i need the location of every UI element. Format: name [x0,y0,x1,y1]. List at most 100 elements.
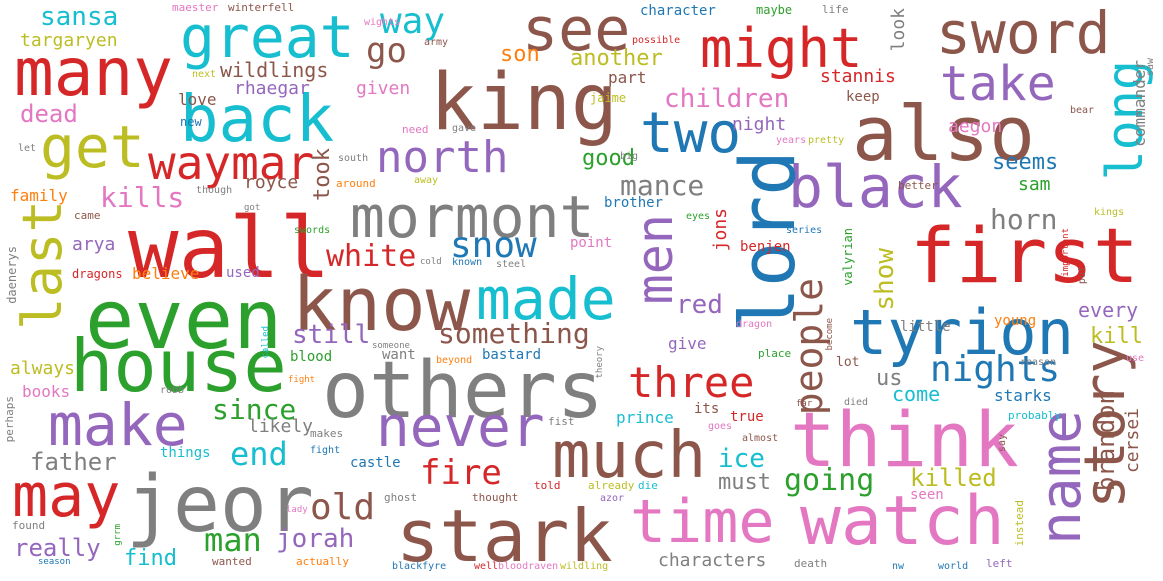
word-though: though [196,185,233,196]
word-lot: lot [836,355,860,370]
word-also: also [852,89,1036,178]
word-sansa: sansa [40,2,119,32]
word-dragons: dragons [72,267,123,281]
word-azor: azor [600,493,625,504]
word-theory: theory [595,346,605,379]
word-give: give [668,334,707,353]
word-prince: prince [616,408,674,427]
word-might: might [700,17,863,80]
word-possible: possible [632,35,681,46]
word-jeor: jeor [126,460,314,550]
word-seems: seems [992,150,1059,175]
word-goes: goes [708,421,733,432]
word-come: come [892,382,941,406]
word-house: house [70,324,287,408]
word-many: many [14,34,173,111]
word-waymar: waymar [148,136,315,190]
word-point: point [570,235,613,251]
word-brother: brother [604,195,664,211]
word-books: books [22,382,71,401]
word-called: called [261,326,271,359]
word-saw: saw [1145,58,1156,77]
word-well: well [474,561,499,572]
word-believe: believe [132,264,200,283]
word-jaime: jaime [590,91,627,105]
word-white: white [326,239,417,274]
word-think: think [790,395,1019,484]
word-maybe: maybe [756,3,793,17]
word-always: always [10,358,76,379]
word-lady: lady [286,505,308,515]
word-blood: blood [290,349,333,365]
word-back: back [180,83,335,157]
word-came: came [74,209,101,222]
word-true: true [730,409,764,425]
word-grrm: grrm [113,524,123,546]
word-want: want [382,347,416,363]
word-cersei: cersei [1122,408,1143,474]
word-find: find [124,546,177,571]
word-old: old [310,487,376,528]
word-bloodraven: bloodraven [498,561,559,572]
word-used: used [226,265,260,281]
word-king: king [430,58,618,148]
word-since: since [212,393,297,426]
word-kills: kills [100,181,185,214]
word-tyrion: tyrion [850,296,1074,369]
word-family: family [10,186,68,205]
word-nw: nw [892,561,905,572]
word-son: son [500,42,540,67]
word-army: army [424,37,449,48]
word-found: found [12,519,46,532]
word-us: us [876,366,903,391]
word-pretty: pretty [808,135,845,146]
word-time: time [630,487,775,557]
word-characters: characters [658,550,767,571]
word-people: people [787,278,831,416]
word-arya: arya [72,234,116,255]
word-show: show [870,248,900,311]
word-gave: gave [452,123,477,134]
word-put: put [1077,266,1088,285]
word-snow: snow [450,225,537,266]
word-probably: probably [1008,409,1061,422]
word-likely: likely [248,416,314,437]
word-look: look [888,8,909,52]
word-horn: horn [990,203,1058,236]
word-around: around [336,177,376,190]
word-young: young [994,313,1037,329]
word-far: far [796,399,813,409]
word-get: get [40,113,145,181]
word-may: may [12,461,121,531]
word-something: something [438,317,590,350]
word-much: much [552,419,707,493]
word-kings: kings [1094,207,1125,218]
word-death: death [794,557,828,570]
word-next: next [192,69,217,80]
word-place: place [758,347,792,360]
word-others: others [322,346,604,436]
word-castle: castle [350,455,401,471]
word-two: two [640,101,742,166]
word-world: world [938,561,969,572]
word-targaryen: targaryen [20,30,118,51]
word-go: go [366,31,407,71]
word-last: last [11,200,74,331]
word-every: every [1078,298,1139,322]
word-seen: seen [910,487,944,503]
word-instead: instead [1013,500,1026,547]
word-given: given [356,78,411,99]
word-wall: wall [128,199,331,297]
word-daenerys: daenerys [5,246,19,304]
word-rhaegar: rhaegar [234,78,310,99]
word-character: character [640,3,716,19]
word-men: men [626,214,684,305]
word-valyrian: valyrian [841,228,855,286]
word-cold: cold [420,257,442,267]
word-ghost: ghost [384,491,418,504]
word-make: make [48,391,188,459]
word-better: better [898,179,938,192]
word-wights: wights [364,17,401,28]
word-red: red [676,290,723,320]
word-black: black [788,153,963,221]
